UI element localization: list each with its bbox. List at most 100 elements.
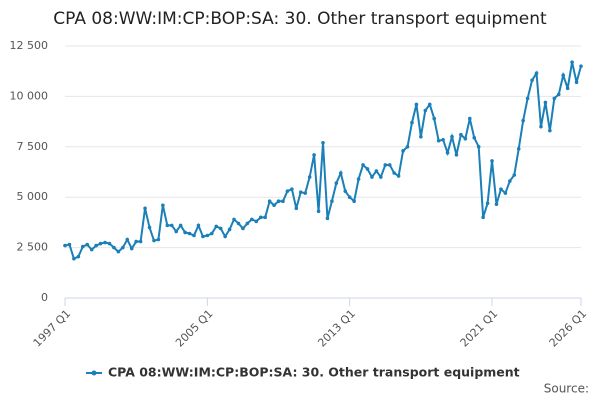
point — [156, 237, 161, 242]
y-tick-label: 12 500 — [10, 39, 49, 52]
point — [76, 254, 81, 259]
point — [427, 102, 432, 107]
point — [365, 167, 370, 171]
point — [272, 203, 276, 208]
point — [152, 238, 156, 243]
point — [187, 231, 192, 236]
point — [534, 71, 539, 76]
point — [258, 215, 263, 220]
point — [201, 234, 205, 239]
point — [138, 239, 143, 244]
y-tick-label: 10 000 — [10, 89, 49, 102]
point — [161, 203, 165, 208]
point — [134, 239, 138, 244]
point — [396, 174, 401, 178]
point — [294, 206, 299, 211]
point — [467, 116, 472, 121]
point — [276, 199, 281, 204]
point — [290, 187, 294, 191]
point — [476, 145, 481, 149]
point — [445, 151, 450, 155]
point — [481, 215, 485, 220]
point — [525, 96, 530, 101]
point — [312, 153, 316, 157]
point — [316, 209, 321, 214]
point — [432, 116, 437, 121]
point — [401, 149, 405, 153]
point — [499, 187, 503, 191]
x-tick-label: 2021 Q1 — [458, 307, 501, 350]
point — [267, 199, 272, 204]
point — [227, 227, 232, 232]
point — [196, 223, 201, 228]
point — [245, 221, 250, 226]
point — [472, 135, 477, 140]
x-tick-label: 2026 Q1 — [547, 307, 590, 350]
point — [89, 247, 94, 252]
x-tick-label: 2013 Q1 — [315, 307, 358, 350]
point — [98, 241, 103, 246]
point — [450, 134, 454, 139]
point — [503, 191, 508, 195]
point — [374, 169, 379, 173]
y-tick-label: 0 — [41, 291, 48, 304]
point — [125, 237, 130, 242]
point — [494, 202, 499, 207]
point — [379, 175, 383, 179]
point — [223, 234, 227, 239]
point — [72, 256, 76, 261]
point — [241, 226, 245, 231]
source: Source: — [544, 382, 589, 396]
legend-label: CPA 08:WW:IM:CP:BOP:SA: 30. Other transp… — [108, 365, 520, 380]
point — [463, 136, 468, 141]
point — [107, 241, 112, 246]
x-tick-label: 1997 Q1 — [31, 307, 74, 350]
point — [80, 244, 85, 249]
chart-title: CPA 08:WW:IM:CP:BOP:SA: 30. Other transp… — [53, 9, 547, 29]
point — [436, 138, 441, 143]
point — [298, 190, 303, 194]
point — [552, 96, 557, 101]
point — [361, 163, 365, 167]
point — [250, 217, 254, 222]
point — [459, 132, 463, 137]
point — [236, 221, 241, 226]
point — [441, 137, 445, 142]
point — [147, 225, 152, 230]
point — [405, 145, 410, 149]
point — [548, 128, 552, 133]
point — [352, 199, 356, 204]
point — [516, 147, 521, 151]
point — [579, 64, 583, 68]
point — [561, 73, 566, 78]
point — [85, 242, 90, 247]
y-tick-label: 2 500 — [17, 241, 49, 254]
point — [343, 189, 348, 193]
point — [281, 199, 285, 204]
series-line — [64, 61, 582, 261]
point — [325, 216, 330, 221]
point — [263, 215, 267, 220]
point — [565, 86, 570, 91]
point — [454, 153, 459, 157]
point — [490, 159, 494, 163]
point — [192, 233, 196, 238]
y-tick-label: 7 500 — [17, 140, 49, 153]
point — [67, 242, 72, 247]
point — [383, 163, 388, 167]
point — [512, 173, 517, 177]
point — [94, 243, 98, 248]
point — [218, 226, 223, 231]
point — [103, 240, 107, 245]
point — [508, 179, 512, 183]
legend-marker — [91, 370, 97, 376]
point — [169, 223, 174, 228]
point — [556, 92, 561, 97]
point — [392, 171, 396, 175]
point — [387, 163, 392, 167]
point — [121, 245, 125, 250]
y-tick-label: 5 000 — [17, 190, 49, 203]
point — [63, 243, 67, 248]
point — [129, 246, 134, 251]
